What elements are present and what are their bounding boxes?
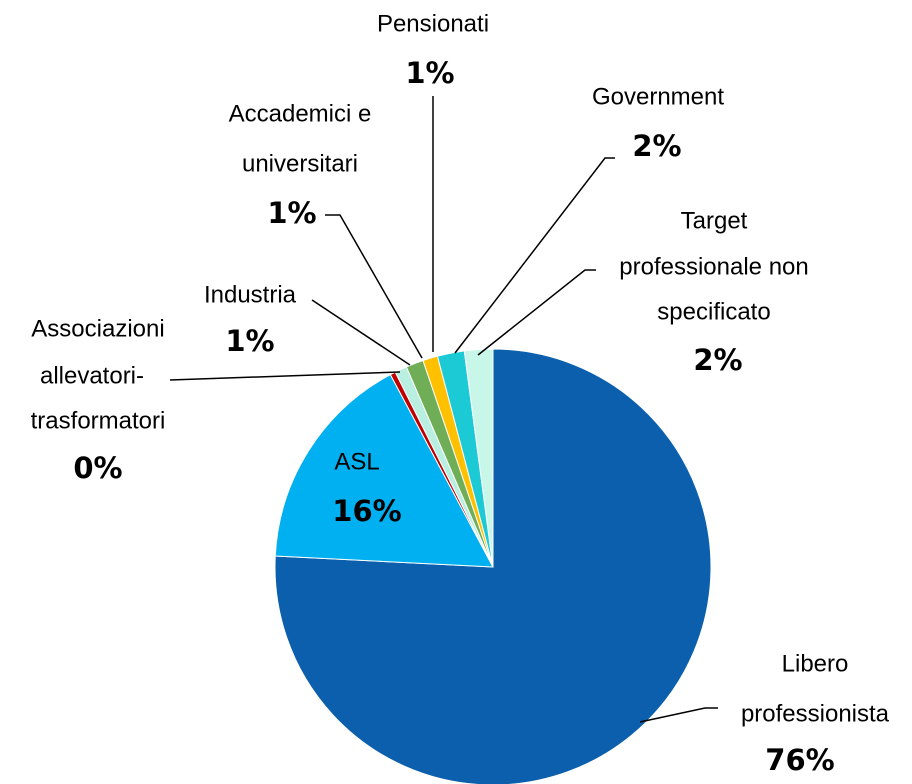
slice-value-label: 1% xyxy=(267,196,316,230)
slice-label: professionale non xyxy=(619,253,808,280)
slice-label: Industria xyxy=(204,281,297,308)
slice-value-label: 1% xyxy=(405,56,454,90)
slice-label: universitari xyxy=(242,150,358,177)
pie-slice xyxy=(274,373,494,568)
leader-line xyxy=(311,299,411,366)
slice-label: Government xyxy=(592,83,724,110)
slice-label: ASL xyxy=(334,448,379,475)
slice-value-label: 1% xyxy=(225,324,274,358)
pie-slice xyxy=(463,348,494,568)
leader-line xyxy=(454,157,615,354)
slice-label: trasformatori xyxy=(31,407,166,434)
slice-value-label: 76% xyxy=(765,743,834,777)
slice-label: Target xyxy=(681,207,748,234)
slice-value-label: 2% xyxy=(693,343,742,377)
slice-label: Pensionati xyxy=(377,10,489,37)
leader-line xyxy=(639,707,718,723)
leader-line xyxy=(169,371,401,381)
leader-line xyxy=(325,214,423,359)
slice-label: Libero xyxy=(782,650,849,677)
slice-value-label: 0% xyxy=(73,451,122,485)
slice-value-label: 16% xyxy=(332,494,401,528)
slice-value-label: 2% xyxy=(632,129,681,163)
leader-line xyxy=(477,269,596,356)
slice-label: Associazioni xyxy=(31,315,164,342)
slice-label: professionista xyxy=(741,700,890,727)
slice-label: allevatori- xyxy=(40,362,144,389)
slice-label: specificato xyxy=(657,298,770,325)
slice-label: Accademici e xyxy=(229,100,372,127)
